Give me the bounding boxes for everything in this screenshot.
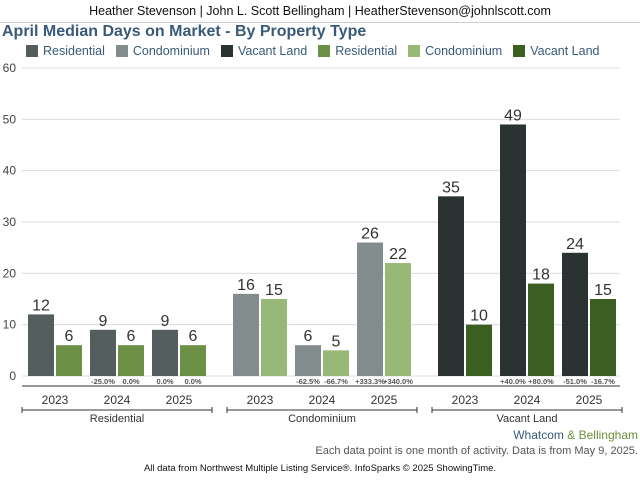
data-label: 15 xyxy=(594,282,612,299)
legend-swatch xyxy=(220,45,233,57)
pct-change-label: 0.0% xyxy=(156,377,173,386)
pct-change-label: 0.0% xyxy=(184,377,201,386)
pct-change-label: +80.0% xyxy=(528,377,554,386)
data-label: 6 xyxy=(304,328,313,345)
y-tick-label: 60 xyxy=(3,61,17,75)
legend-label: Vacant Land xyxy=(237,44,308,58)
data-label: 22 xyxy=(389,246,407,263)
legend-swatch xyxy=(115,45,128,57)
y-tick-label: 0 xyxy=(9,369,16,383)
data-label: 6 xyxy=(127,328,136,345)
y-tick-label: 50 xyxy=(3,112,17,126)
data-label: 18 xyxy=(532,267,550,284)
agent-contact-line: Heather Stevenson | John L. Scott Bellin… xyxy=(89,4,551,18)
x-tick-label: 2024 xyxy=(514,393,541,407)
chart-title: April Median Days on Market - By Propert… xyxy=(2,23,367,40)
legend-label: Residential xyxy=(43,44,105,58)
bar-condominium-2024-days xyxy=(295,345,321,376)
data-label: 12 xyxy=(32,297,50,314)
brand-part-2: Bellingham xyxy=(578,428,638,442)
brand-label: Whatcom & Bellingham xyxy=(513,428,638,442)
bar-vacant-land-2023-days xyxy=(438,196,464,376)
legend-swatch xyxy=(318,45,331,57)
pct-change-label: +333.3% xyxy=(355,377,385,386)
y-tick-label: 40 xyxy=(3,164,17,178)
legend-item: Vacant Land xyxy=(220,44,308,58)
data-label: 16 xyxy=(237,277,255,294)
pct-change-label: +340.0% xyxy=(383,377,413,386)
legend-label: Residential xyxy=(335,44,398,58)
x-tick-label: 2024 xyxy=(104,393,131,407)
legend-item: Residential xyxy=(318,44,397,58)
pct-change-label: -16.7% xyxy=(591,377,615,386)
bar-condominium-2023-days xyxy=(233,293,259,376)
bar-residential-2023-days xyxy=(28,314,54,376)
bar-vacant-land-2023-green xyxy=(466,324,492,376)
data-label: 35 xyxy=(442,179,460,196)
group-label: Condominium xyxy=(288,413,356,425)
legend-label: Condominium xyxy=(132,44,210,58)
y-tick-label: 30 xyxy=(3,215,17,229)
agent-header: Heather Stevenson | John L. Scott Bellin… xyxy=(0,0,640,23)
bar-residential-2024-days xyxy=(90,329,116,376)
bar-condominium-2023-green xyxy=(261,299,287,376)
y-tick-label: 20 xyxy=(3,266,17,280)
legend-swatch xyxy=(513,45,526,57)
x-tick-label: 2023 xyxy=(247,393,274,407)
y-tick-label: 10 xyxy=(3,318,17,332)
data-label: 26 xyxy=(361,226,379,243)
x-tick-label: 2023 xyxy=(42,393,69,407)
data-label: 9 xyxy=(99,313,108,330)
data-label: 15 xyxy=(265,282,283,299)
legend-swatch xyxy=(408,45,421,57)
x-tick-label: 2025 xyxy=(166,393,193,407)
brand-part-1: Whatcom xyxy=(513,428,564,442)
legend-label: Condominium xyxy=(425,44,503,58)
legend-item: Vacant Land xyxy=(513,44,600,58)
x-tick-label: 2024 xyxy=(309,393,336,407)
bar-vacant-land-2025-days xyxy=(562,252,588,376)
data-label: 49 xyxy=(504,107,522,124)
legend-item: Residential xyxy=(26,44,105,58)
group-label: Residential xyxy=(90,413,144,425)
data-label: 9 xyxy=(161,313,170,330)
pct-change-label: -66.7% xyxy=(324,377,348,386)
data-label: 24 xyxy=(566,236,584,253)
pct-change-label: -25.0% xyxy=(91,377,115,386)
pct-change-label: 0.0% xyxy=(122,377,139,386)
bar-residential-2025-green xyxy=(180,345,206,376)
data-label: 5 xyxy=(332,333,341,350)
group-label: Vacant Land xyxy=(497,413,558,425)
x-tick-label: 2025 xyxy=(371,393,398,407)
bar-condominium-2025-days xyxy=(357,242,383,376)
data-label: 6 xyxy=(189,328,198,345)
chart-legend: Residential Condominium Vacant Land Residen… xyxy=(26,44,611,58)
bar-condominium-2025-green xyxy=(385,263,411,376)
pct-change-label: -51.0% xyxy=(563,377,587,386)
bar-chart: 0 10 20 30 40 50 60 12 6 2023 9 6 -25.0% 0.0% 2024 9 6 0.… xyxy=(3,61,623,425)
data-label: 10 xyxy=(470,308,488,325)
bar-vacant-land-2025-green xyxy=(590,299,616,376)
x-tick-label: 2023 xyxy=(452,393,479,407)
pct-change-label: -62.5% xyxy=(296,377,320,386)
brand-ampersand: & xyxy=(567,428,576,442)
x-tick-label: 2025 xyxy=(576,393,603,407)
bar-residential-2025-days xyxy=(152,329,178,376)
bar-residential-2024-green xyxy=(118,345,144,376)
bar-residential-2023-green xyxy=(56,345,82,376)
bar-vacant-land-2024-days xyxy=(500,124,526,376)
pct-change-label: +40.0% xyxy=(500,377,526,386)
legend-item: Condominium xyxy=(115,44,210,58)
data-label: 6 xyxy=(65,328,74,345)
legend-item: Condominium xyxy=(408,44,502,58)
bar-condominium-2024-green xyxy=(323,350,349,376)
data-note: Each data point is one month of activity… xyxy=(315,445,638,457)
data-source: All data from Northwest Multiple Listing… xyxy=(143,463,497,474)
legend-label: Vacant Land xyxy=(530,44,600,58)
legend-swatch xyxy=(26,45,38,57)
bar-vacant-land-2024-green xyxy=(528,283,554,376)
